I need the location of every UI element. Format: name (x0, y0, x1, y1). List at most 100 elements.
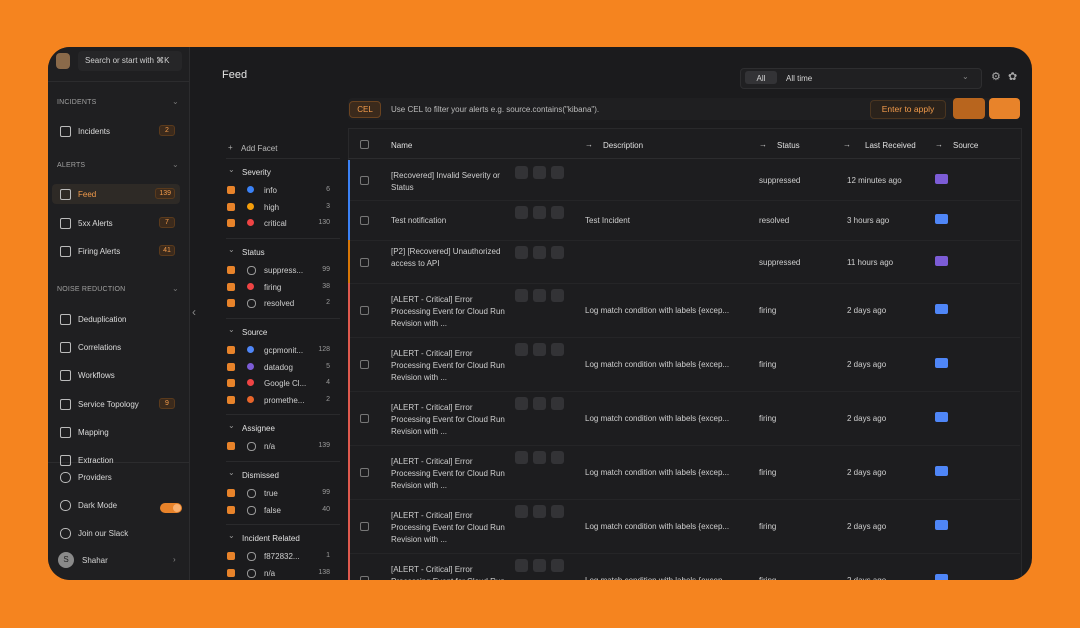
column-header[interactable]: Last Received (865, 141, 916, 150)
row-checkbox[interactable] (360, 216, 369, 225)
row[interactable] (348, 283, 1020, 338)
column-header[interactable]: Source (953, 141, 979, 150)
theme-icon[interactable]: ✿ (1008, 71, 1018, 83)
collapse-arrow[interactable]: ‹ (192, 305, 196, 319)
row[interactable] (348, 499, 1020, 554)
row[interactable] (348, 200, 1020, 241)
facet-checkbox[interactable] (227, 186, 235, 194)
saved-queries-button[interactable] (989, 98, 1020, 119)
row-action[interactable] (551, 397, 564, 410)
nav-count: 139 (155, 188, 175, 199)
divider (48, 81, 189, 82)
add-facet[interactable]: Add Facet (241, 144, 278, 153)
facet-title[interactable]: Source (242, 327, 268, 337)
row-action[interactable] (515, 343, 528, 356)
row-checkbox[interactable] (360, 306, 369, 315)
facet-count: 138 (318, 568, 330, 576)
bottom-item[interactable]: Providers (78, 473, 112, 482)
row-action[interactable] (515, 206, 528, 219)
facet-checkbox[interactable] (227, 345, 235, 354)
facet-checkbox[interactable] (227, 282, 235, 291)
row-action[interactable] (515, 246, 528, 259)
time-filter[interactable] (740, 68, 982, 89)
apply-button[interactable] (870, 100, 946, 119)
row-action[interactable] (533, 397, 546, 410)
settings-icon[interactable]: ⚙ (991, 71, 1001, 83)
facet-checkbox[interactable] (227, 442, 235, 451)
divider (48, 462, 189, 463)
row[interactable] (348, 391, 1020, 446)
facet-title[interactable]: Dismissed (242, 470, 279, 480)
nav-item[interactable] (52, 450, 180, 470)
row-action[interactable] (515, 559, 528, 572)
row-action[interactable] (551, 289, 564, 302)
dark-mode-toggle[interactable] (160, 503, 182, 513)
row-action[interactable] (533, 559, 546, 572)
facet-title[interactable]: Status (242, 247, 265, 257)
row-action[interactable] (551, 246, 564, 259)
row-checkbox[interactable] (360, 176, 369, 185)
row[interactable] (348, 240, 1020, 284)
row-action[interactable] (551, 343, 564, 356)
column-header[interactable]: Description (603, 141, 644, 150)
facet-checkbox[interactable] (227, 505, 235, 514)
row-action[interactable] (533, 206, 546, 219)
row-action[interactable] (533, 505, 546, 518)
filter-tab[interactable] (745, 71, 777, 84)
row-checkbox[interactable] (360, 522, 369, 531)
row-action[interactable] (551, 166, 564, 179)
cel-bar[interactable] (348, 98, 1020, 120)
column-header[interactable]: Name (391, 141, 413, 150)
facet-checkbox[interactable] (227, 488, 235, 497)
facet-checkbox[interactable] (227, 395, 235, 404)
facet-checkbox[interactable] (227, 265, 235, 274)
row-checkbox[interactable] (360, 576, 369, 580)
facet-title[interactable]: Assignee (242, 424, 275, 434)
row-action[interactable] (515, 397, 528, 410)
row-action[interactable] (515, 505, 528, 518)
row-action[interactable] (533, 166, 546, 179)
row-checkbox[interactable] (360, 257, 369, 267)
facet-checkbox[interactable] (227, 568, 235, 577)
sort-arrow: → (759, 140, 767, 149)
save-button[interactable] (953, 98, 985, 119)
facet-checkbox[interactable] (227, 379, 235, 388)
facet-divider (226, 460, 340, 462)
facet-checkbox[interactable] (227, 202, 235, 211)
row-action[interactable] (551, 206, 564, 219)
row-action[interactable] (533, 289, 546, 302)
row-action[interactable] (551, 559, 564, 572)
nav-item[interactable] (52, 184, 180, 204)
facet-title[interactable]: Incident Related (242, 534, 300, 544)
row[interactable] (348, 445, 1020, 500)
nav-item[interactable] (52, 422, 180, 442)
facet-checkbox[interactable] (227, 299, 235, 308)
bottom-item[interactable]: Dark Mode (78, 501, 118, 510)
alert-name: [ALERT - Critical] Error Processing Even… (391, 349, 505, 382)
facet-checkbox[interactable] (227, 219, 235, 228)
row[interactable] (348, 160, 1020, 201)
row-checkbox[interactable] (360, 468, 369, 477)
row-action[interactable] (515, 289, 528, 302)
row-checkbox[interactable] (360, 360, 369, 369)
facet-checkbox[interactable] (227, 552, 235, 561)
row[interactable] (348, 337, 1020, 392)
row-action[interactable] (551, 451, 564, 464)
row-action[interactable] (533, 246, 546, 259)
search-box[interactable] (78, 51, 182, 71)
facet-divider (226, 414, 340, 416)
column-header[interactable]: Status (777, 141, 800, 150)
facet-checkbox[interactable] (227, 362, 235, 371)
row-checkbox[interactable] (360, 414, 369, 423)
user-name[interactable]: Shahar (82, 556, 108, 565)
row-action[interactable] (515, 166, 528, 179)
row-action[interactable] (533, 451, 546, 464)
row-action[interactable] (515, 451, 528, 464)
facet-count: 130 (318, 219, 330, 227)
nav-item[interactable] (52, 365, 180, 385)
facet-title[interactable]: Severity (242, 168, 271, 177)
bottom-item[interactable]: Join our Slack (78, 529, 129, 538)
row-action[interactable] (533, 343, 546, 356)
row-action[interactable] (551, 505, 564, 518)
select-all[interactable] (360, 140, 369, 149)
